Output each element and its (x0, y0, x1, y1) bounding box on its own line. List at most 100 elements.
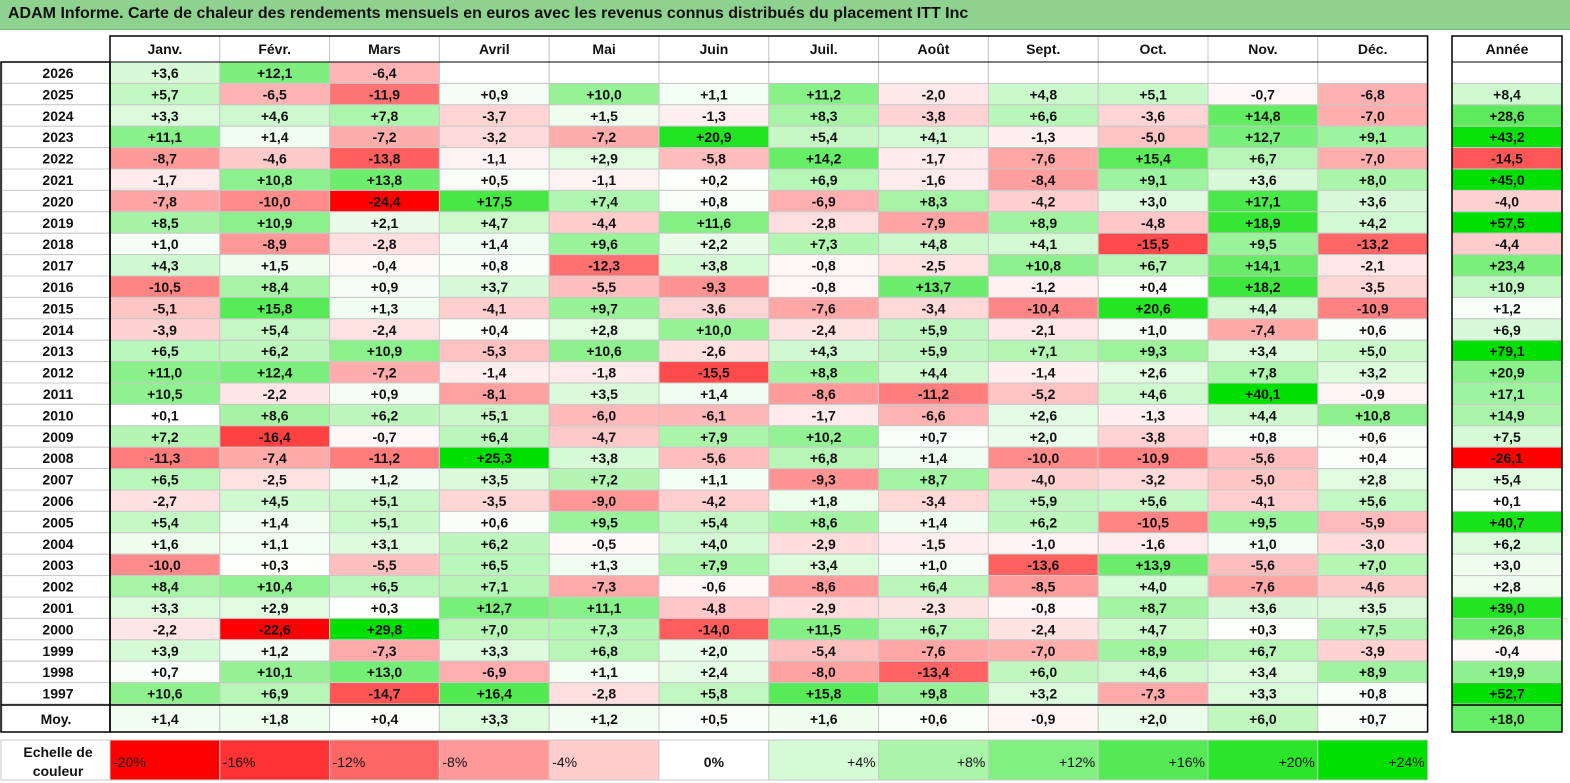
year-label: 2000 (42, 621, 73, 637)
cell-value: +2,9 (261, 600, 289, 616)
cell-value: +6,7 (1249, 643, 1277, 659)
annual-value: +57,5 (1489, 215, 1525, 231)
cell-value: +7,8 (1249, 365, 1277, 381)
cell-value: +0,8 (480, 258, 508, 274)
cell-value: +9,1 (1359, 129, 1387, 145)
cell-value: +1,4 (261, 514, 289, 530)
cell-value: -1,0 (1031, 536, 1055, 552)
cell-value: -9,3 (812, 472, 836, 488)
cell-value: +6,5 (151, 472, 179, 488)
cell-value: +10,9 (367, 343, 403, 359)
annual-value: +2,8 (1493, 579, 1521, 595)
annual-border (1451, 35, 1563, 733)
annual-value: +52,7 (1489, 686, 1525, 702)
cell-value: +6,4 (480, 429, 508, 445)
annual-header: Année (1486, 41, 1529, 57)
scale-swatch (329, 739, 440, 781)
cell-value: +3,2 (1029, 686, 1057, 702)
heatmap-cell (878, 61, 989, 84)
cell-value: +10,4 (257, 579, 293, 595)
cell-value: -1,4 (482, 365, 506, 381)
cell-value: +3,9 (151, 643, 179, 659)
cell-value: -7,3 (372, 643, 396, 659)
cell-value: +6,0 (1029, 664, 1057, 680)
heatmap-cell (987, 61, 1099, 84)
heatmap-cell (438, 61, 550, 84)
scale-swatch (878, 739, 989, 781)
cell-value: +14,8 (1245, 108, 1281, 124)
annual-value: +14,9 (1489, 407, 1525, 423)
cell-value: -2,8 (372, 236, 396, 252)
cell-value: -8,5 (1031, 579, 1055, 595)
scale-swatch (438, 739, 550, 781)
cell-value: -2,7 (153, 493, 177, 509)
cell-value: -3,9 (1361, 643, 1385, 659)
cell-value: -10,9 (1137, 450, 1169, 466)
cell-value: -7,2 (372, 129, 396, 145)
scale-label: +4% (847, 754, 875, 770)
average-value: +1,4 (151, 711, 179, 727)
cell-value: +1,0 (151, 236, 179, 252)
cell-value: -7,9 (921, 215, 945, 231)
cell-value: -3,8 (921, 108, 945, 124)
average-value: +3,3 (480, 711, 508, 727)
month-header-6: Juin (700, 41, 729, 57)
cell-value: +9,5 (1249, 236, 1277, 252)
average-label-cell (1, 704, 111, 733)
cell-value: +1,1 (590, 664, 618, 680)
cell-value: +11,2 (806, 86, 841, 102)
cell-value: +10,8 (257, 172, 293, 188)
cell-value: -11,3 (149, 450, 180, 466)
month-header-cell (109, 35, 221, 63)
cell-value: +5,1 (1139, 86, 1167, 102)
cell-value: -3,5 (1361, 279, 1385, 295)
cell-value: +7,2 (590, 472, 618, 488)
annual-value: +8,4 (1493, 86, 1521, 102)
cell-value: -3,5 (482, 493, 506, 509)
cell-value: +7,8 (371, 108, 399, 124)
cell-value: +5,9 (920, 343, 948, 359)
cell-value: +4,4 (1249, 300, 1277, 316)
month-header-5: Mai (592, 41, 615, 57)
cell-value: -5,6 (1251, 450, 1275, 466)
cell-value: -4,8 (1141, 215, 1165, 231)
year-label: 2011 (43, 386, 74, 402)
cell-value: +18,9 (1245, 215, 1281, 231)
cell-value: +7,5 (1359, 621, 1387, 637)
cell-value: +0,9 (371, 279, 399, 295)
year-label: 2001 (42, 600, 73, 616)
cell-value: -8,9 (263, 236, 287, 252)
year-label: 2012 (42, 365, 73, 381)
cell-value: +3,3 (480, 643, 508, 659)
cell-value: +14,1 (1245, 258, 1281, 274)
cell-value: +7,9 (700, 557, 728, 573)
year-label: 2025 (42, 86, 73, 102)
annual-value: +5,4 (1493, 472, 1521, 488)
year-label: 2014 (42, 322, 73, 338)
heatmap-cell (1317, 61, 1429, 84)
scale-label: -16% (223, 754, 256, 770)
cell-value: -7,4 (263, 450, 287, 466)
cell-value: +5,1 (371, 493, 399, 509)
cell-value: +11,0 (148, 365, 183, 381)
cell-value: +1,0 (1139, 322, 1167, 338)
cell-value: +7,0 (1359, 557, 1387, 573)
average-cell (109, 704, 221, 733)
cell-value: +6,8 (590, 643, 618, 659)
cell-value: +6,6 (1029, 108, 1057, 124)
years-border (0, 61, 111, 733)
year-label: 2010 (42, 407, 73, 423)
cell-value: -6,5 (263, 86, 287, 102)
cell-value: -1,4 (1031, 365, 1055, 381)
cell-value: -12,3 (588, 258, 620, 274)
average-value: +0,7 (1359, 711, 1387, 727)
cell-value: -10,5 (1137, 514, 1169, 530)
year-label: 2017 (42, 258, 73, 274)
cell-value: +10,5 (147, 386, 183, 402)
cell-value: -13,8 (369, 151, 401, 167)
cell-value: +6,2 (1029, 514, 1057, 530)
month-header-3: Mars (368, 41, 401, 57)
scale-label: +8% (957, 754, 985, 770)
cell-value: +9,7 (590, 300, 618, 316)
cell-value: +13,8 (367, 172, 403, 188)
